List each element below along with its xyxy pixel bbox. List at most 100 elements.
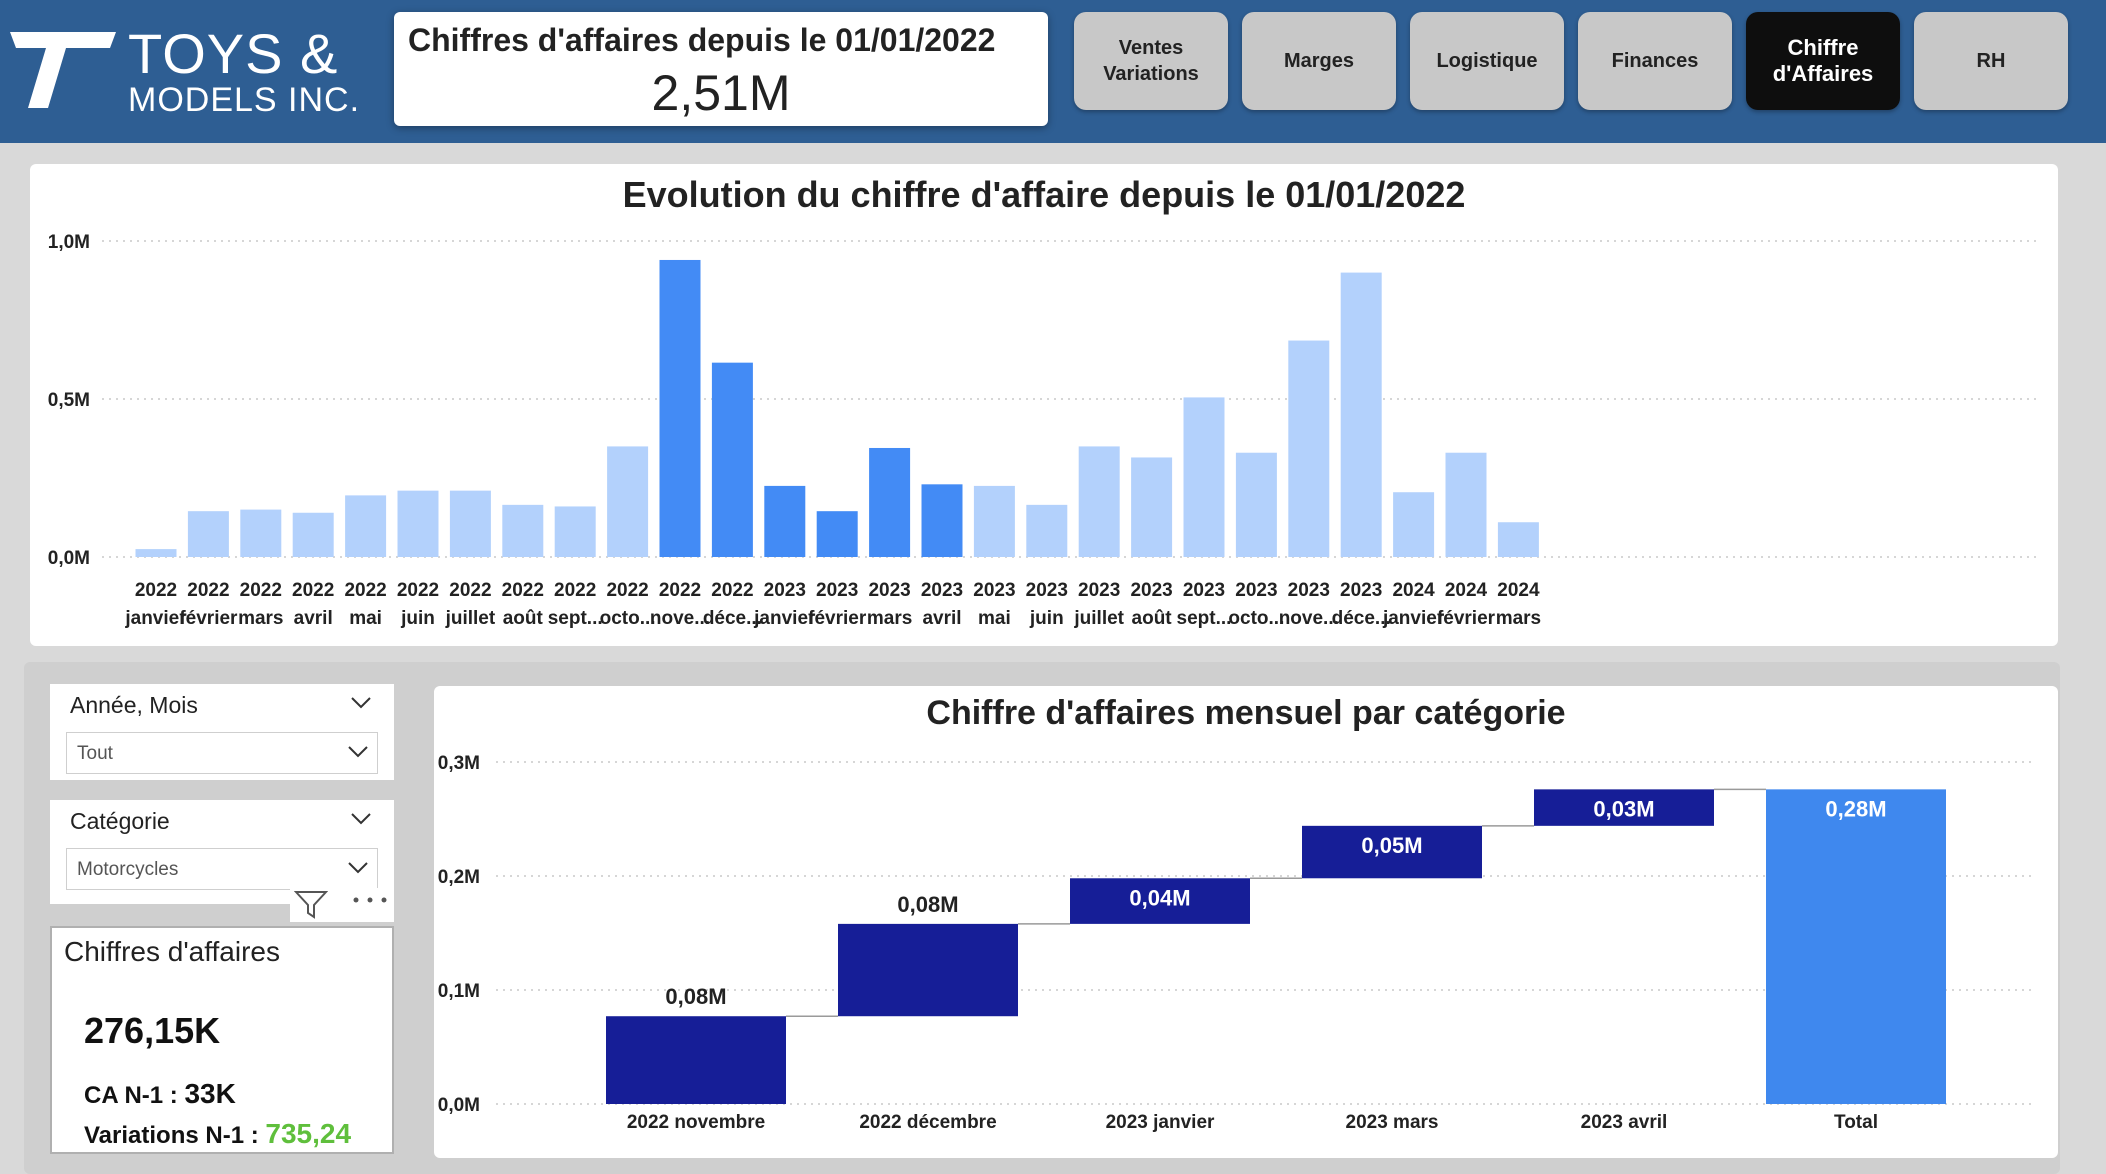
x-tick-month: août [503, 608, 544, 629]
nav-button-2[interactable]: Marges [1242, 12, 1396, 110]
x-tick-month: octo... [1228, 608, 1284, 629]
data-label: 0,03M [1593, 796, 1654, 821]
x-tick-month: sept... [1177, 608, 1232, 629]
more-options-icon[interactable] [350, 890, 390, 910]
previous-year-revenue: CA N-1 : 33K [84, 1078, 236, 1110]
bar[interactable] [921, 484, 963, 557]
x-tick-year: 2023 [816, 580, 858, 601]
x-tick-month: janvier [1382, 608, 1445, 629]
bar[interactable] [1393, 492, 1435, 557]
bar[interactable] [607, 446, 649, 557]
bar[interactable] [711, 362, 753, 557]
x-tick-month: avril [922, 608, 961, 629]
total-bar[interactable] [1766, 789, 1946, 1104]
bar[interactable] [502, 504, 544, 557]
x-tick-label: 2023 mars [1346, 1112, 1439, 1133]
x-tick-month: déce... [703, 608, 762, 629]
x-tick-month: nove... [650, 608, 710, 629]
bar[interactable] [554, 506, 596, 557]
bar[interactable] [187, 511, 229, 557]
x-tick-month: août [1132, 608, 1173, 629]
bar[interactable] [1235, 452, 1277, 557]
bar[interactable] [397, 490, 439, 557]
bar[interactable] [1288, 340, 1330, 557]
x-tick-month: octo... [600, 608, 656, 629]
nav-button-1[interactable]: Ventes Variations [1074, 12, 1228, 110]
bar[interactable] [135, 549, 177, 557]
x-tick-month: juillet [1073, 608, 1124, 629]
data-label: 0,05M [1361, 833, 1422, 858]
data-label: 0,08M [665, 984, 726, 1009]
y-tick-label: 0,0M [438, 1095, 480, 1116]
category-dropdown[interactable]: Motorcycles [66, 848, 378, 890]
x-tick-year: 2023 [868, 580, 910, 601]
year-month-dropdown[interactable]: Tout [66, 732, 378, 774]
y-tick-label: 1,0M [48, 232, 90, 253]
kpi-title: Chiffres d'affaires depuis le 01/01/2022 [408, 22, 996, 58]
x-tick-label: 2022 décembre [859, 1112, 996, 1133]
bar[interactable] [1340, 272, 1382, 557]
previous-year-variation: Variations N-1 : 735,24 [84, 1118, 351, 1150]
y-tick-label: 0,5M [48, 390, 90, 411]
x-tick-month: sept... [548, 608, 603, 629]
nav-button-6[interactable]: RH [1914, 12, 2068, 110]
label: CA N-1 : [84, 1082, 185, 1109]
nav-label-line1: Ventes [1118, 37, 1184, 59]
nav-button-5[interactable]: Chiffre d'Affaires [1746, 12, 1900, 110]
increase-bar[interactable] [838, 923, 1018, 1017]
x-tick-year: 2023 [1288, 580, 1330, 601]
x-tick-year: 2024 [1497, 580, 1540, 601]
y-tick-label: 0,3M [438, 753, 480, 774]
label: Variations N-1 : [84, 1122, 266, 1149]
bar[interactable] [1026, 504, 1068, 557]
x-tick-year: 2024 [1445, 580, 1488, 601]
increase-bar[interactable] [1534, 789, 1714, 826]
value: 33K [184, 1078, 236, 1109]
x-tick-month: avril [294, 608, 333, 629]
x-tick-year: 2022 [659, 580, 701, 601]
bar[interactable] [1078, 446, 1120, 557]
x-tick-year: 2024 [1392, 580, 1435, 601]
x-tick-year: 2023 [1183, 580, 1225, 601]
chevron-down-icon[interactable] [350, 812, 372, 826]
nav-label-line1: Finances [1611, 50, 1699, 72]
x-tick-label: 2023 janvier [1106, 1112, 1215, 1133]
nav-label-line2: Variations [1103, 63, 1199, 85]
year-month-slicer: Année, Mois Tout [50, 684, 394, 780]
bar[interactable] [816, 511, 858, 557]
bar[interactable] [1131, 457, 1173, 557]
x-tick-year: 2022 [449, 580, 491, 601]
increase-bar[interactable] [1302, 825, 1482, 879]
x-tick-month: mai [978, 608, 1011, 629]
bar[interactable] [240, 509, 282, 557]
x-tick-month: février [179, 608, 238, 629]
bar[interactable] [973, 485, 1015, 557]
x-tick-label: Total [1834, 1112, 1878, 1133]
nav-button-3[interactable]: Logistique [1410, 12, 1564, 110]
bar[interactable] [449, 490, 491, 557]
chevron-down-icon [348, 746, 368, 758]
x-tick-month: mars [1496, 608, 1541, 629]
bar[interactable] [764, 485, 806, 557]
bar[interactable] [659, 259, 701, 557]
nav-label-line1: Marges [1283, 50, 1355, 72]
bar[interactable] [1445, 452, 1487, 557]
nav-button-label: Chiffre d'Affaires [1773, 35, 1874, 87]
increase-bar[interactable] [1070, 878, 1250, 924]
bar[interactable] [292, 512, 334, 557]
bar[interactable] [869, 447, 911, 557]
chevron-down-icon[interactable] [350, 696, 372, 710]
slicer-label: Année, Mois [70, 692, 198, 718]
x-tick-year: 2022 [135, 580, 177, 601]
bar[interactable] [1183, 397, 1225, 557]
category-waterfall-chart-panel: Chiffre d'affaires mensuel par catégorie… [434, 686, 2058, 1158]
chart-title: Chiffre d'affaires mensuel par catégorie [926, 694, 1566, 732]
nav-button-4[interactable]: Finances [1578, 12, 1732, 110]
increase-bar[interactable] [606, 1016, 786, 1104]
y-tick-label: 0,2M [438, 867, 480, 888]
x-tick-year: 2022 [344, 580, 386, 601]
filter-icon[interactable] [294, 890, 328, 920]
bar[interactable] [1497, 522, 1539, 557]
bar[interactable] [345, 495, 387, 557]
nav-button-label: RH [1977, 48, 2006, 74]
